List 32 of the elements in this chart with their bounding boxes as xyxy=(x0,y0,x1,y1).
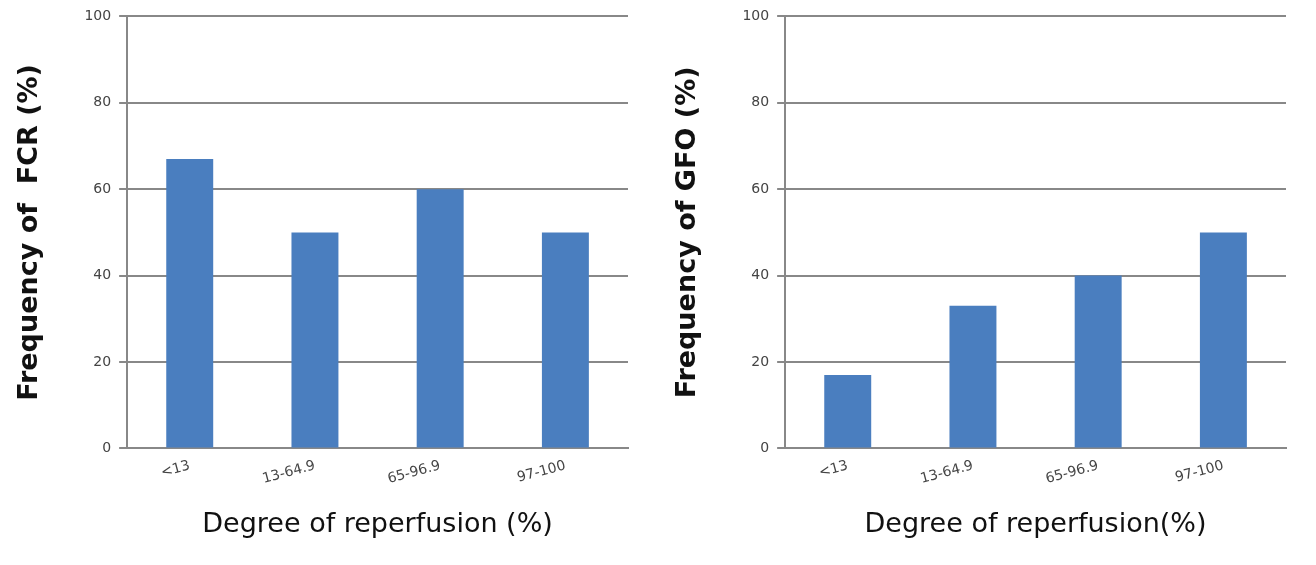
bar xyxy=(416,189,464,448)
y-tick-label: 20 xyxy=(93,352,112,369)
y-tick-label: 0 xyxy=(102,439,112,456)
y-tick-label: 20 xyxy=(751,352,770,369)
x-tick-label: 13-64.9 xyxy=(918,456,975,486)
y-tick-label: 40 xyxy=(93,266,112,283)
y-tick-label: 60 xyxy=(751,179,770,196)
bar xyxy=(824,374,872,448)
y-tick-label: 0 xyxy=(760,439,770,456)
x-tick-label: 65-96.9 xyxy=(385,456,442,486)
y-tick-label: 60 xyxy=(93,179,112,196)
y-axis-title: Frequency of FCR (%) xyxy=(12,64,44,401)
x-tick-label: 65-96.9 xyxy=(1043,456,1100,486)
x-tick-label: <13 xyxy=(158,456,192,480)
bar xyxy=(541,232,589,448)
y-tick-label: 100 xyxy=(742,7,770,24)
y-axis-title: Frequency of GFO (%) xyxy=(670,66,702,399)
bar xyxy=(1199,232,1247,448)
x-axis-title: Degree of reperfusion(%) xyxy=(864,506,1207,538)
x-tick-label: <13 xyxy=(816,456,850,480)
x-tick-label: 97-100 xyxy=(1173,456,1226,485)
y-tick-label: 80 xyxy=(751,93,770,110)
y-tick-label: 100 xyxy=(84,7,112,24)
bar xyxy=(949,305,997,448)
y-tick-label: 40 xyxy=(751,266,770,283)
y-tick-label: 80 xyxy=(93,93,112,110)
bar xyxy=(291,232,339,448)
x-tick-label: 97-100 xyxy=(515,456,568,485)
x-tick-label: 13-64.9 xyxy=(260,456,317,486)
x-axis-title: Degree of reperfusion (%) xyxy=(202,506,553,538)
bar xyxy=(166,158,214,448)
bar xyxy=(1074,275,1122,448)
